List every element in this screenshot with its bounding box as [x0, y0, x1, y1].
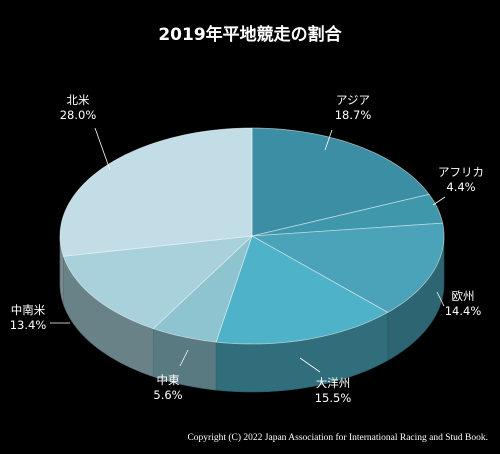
leader-line-6 [94, 127, 111, 171]
leader-line-4 [179, 349, 189, 367]
slice-value-1: 4.4% [446, 180, 475, 194]
slice-value-5: 13.4% [10, 318, 47, 332]
slice-value-6: 28.0% [60, 108, 97, 122]
slice-label-6: 北米 [67, 93, 90, 107]
slice-label-1: アフリカ [438, 165, 484, 179]
slice-label-0: アジア [336, 93, 370, 107]
slice-label-5: 中南米 [11, 303, 46, 317]
slice-value-2: 14.4% [445, 304, 482, 318]
pie-slice-5 [62, 235, 254, 330]
pie-sides [59, 235, 445, 393]
leader-line-0 [324, 129, 333, 151]
leader-line-3 [299, 357, 321, 373]
pie-slice-4 [152, 235, 253, 343]
leader-line-2 [436, 291, 445, 307]
slice-label-3: 大洋州 [316, 376, 351, 390]
slice-value-3: 15.5% [315, 391, 352, 405]
chart-title: 2019年平地競走の割合 [158, 24, 342, 45]
pie-slice-0 [251, 127, 430, 237]
slice-value-4: 5.6% [153, 388, 182, 402]
pie-slice-6 [59, 127, 253, 257]
slice-label-4: 中東 [157, 373, 180, 387]
leader-line-1 [432, 196, 446, 206]
slice-value-0: 18.7% [335, 108, 372, 122]
pie-tops [59, 127, 445, 345]
slice-label-2: 欧州 [452, 289, 475, 303]
pie-slice-2 [250, 222, 445, 313]
pie-slice-3 [215, 235, 389, 345]
copyright-text: Copyright (C) 2022 Japan Association for… [187, 432, 488, 443]
pie-slice-1 [251, 193, 444, 237]
